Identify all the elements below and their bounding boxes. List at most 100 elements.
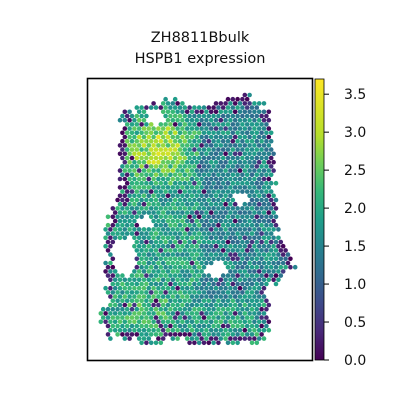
spot (204, 143, 209, 148)
spot (273, 248, 279, 253)
spot (182, 180, 188, 186)
spot (187, 281, 192, 287)
spot (182, 281, 188, 287)
spot (151, 269, 156, 274)
spot (218, 168, 224, 173)
spot (144, 340, 149, 346)
spot (237, 269, 243, 274)
spot (220, 155, 226, 161)
spot (180, 134, 185, 140)
spot (151, 134, 156, 140)
spot (213, 117, 219, 123)
spot (175, 134, 180, 140)
spot (132, 227, 137, 232)
spot (213, 302, 219, 308)
spot (163, 332, 168, 337)
spot (163, 264, 168, 270)
spot (259, 138, 264, 144)
spot (211, 105, 216, 110)
spot (141, 201, 147, 207)
spot (240, 138, 245, 144)
spot (108, 311, 113, 316)
spot (177, 172, 183, 178)
spot (192, 290, 197, 295)
spot (122, 201, 128, 207)
spot (127, 277, 132, 283)
spot (230, 138, 236, 144)
spot (228, 193, 233, 199)
spot (252, 319, 257, 325)
spot (247, 327, 252, 333)
spot (271, 201, 276, 207)
spot (225, 340, 231, 346)
spot (259, 197, 264, 203)
spot (211, 189, 216, 194)
spot (223, 336, 228, 341)
spot (129, 214, 135, 220)
spot (144, 323, 149, 329)
spot (117, 117, 123, 123)
spot (259, 231, 264, 236)
spot (180, 101, 185, 106)
spot (151, 143, 156, 148)
spot (148, 138, 154, 144)
spot (225, 138, 231, 144)
spot (247, 243, 252, 249)
spot (141, 235, 147, 241)
spot (184, 260, 190, 266)
spot (264, 214, 269, 220)
spot (199, 319, 204, 325)
spot (165, 294, 171, 299)
spot (266, 210, 272, 215)
spot (194, 260, 200, 266)
spot (242, 336, 248, 341)
spot (256, 336, 262, 341)
spot (237, 327, 243, 333)
spot (134, 315, 140, 320)
spot (132, 327, 137, 333)
spot (146, 336, 152, 341)
spot (204, 218, 209, 224)
spot (146, 302, 152, 308)
spot (129, 122, 135, 127)
spot (182, 306, 188, 312)
spot (271, 168, 276, 173)
spot (139, 180, 144, 186)
spot (144, 248, 149, 253)
spot (216, 197, 221, 203)
spot (148, 180, 154, 186)
spot (230, 248, 236, 253)
spot (189, 143, 195, 148)
spot (206, 273, 212, 278)
spot (151, 168, 156, 173)
spot (206, 189, 212, 194)
spot (232, 176, 238, 182)
spot (112, 319, 118, 325)
spot (153, 306, 159, 312)
spot (235, 122, 240, 127)
spot (189, 176, 195, 182)
spot (268, 273, 274, 278)
spot (213, 235, 219, 241)
spot (144, 306, 149, 312)
spot (160, 168, 166, 173)
spot (235, 105, 240, 110)
spot (194, 168, 200, 173)
spot (235, 298, 240, 304)
spot (187, 340, 192, 346)
spot (208, 227, 214, 232)
spot (108, 243, 113, 249)
spot (196, 340, 202, 346)
spot (199, 176, 204, 182)
spot (136, 311, 142, 316)
spot (252, 151, 257, 157)
spot (261, 227, 267, 232)
spot (218, 143, 224, 148)
spot (122, 159, 128, 165)
spot (141, 210, 147, 215)
spot (172, 281, 178, 287)
spot (273, 197, 279, 203)
spot (204, 260, 209, 266)
spot (199, 151, 204, 157)
spot (242, 227, 248, 232)
